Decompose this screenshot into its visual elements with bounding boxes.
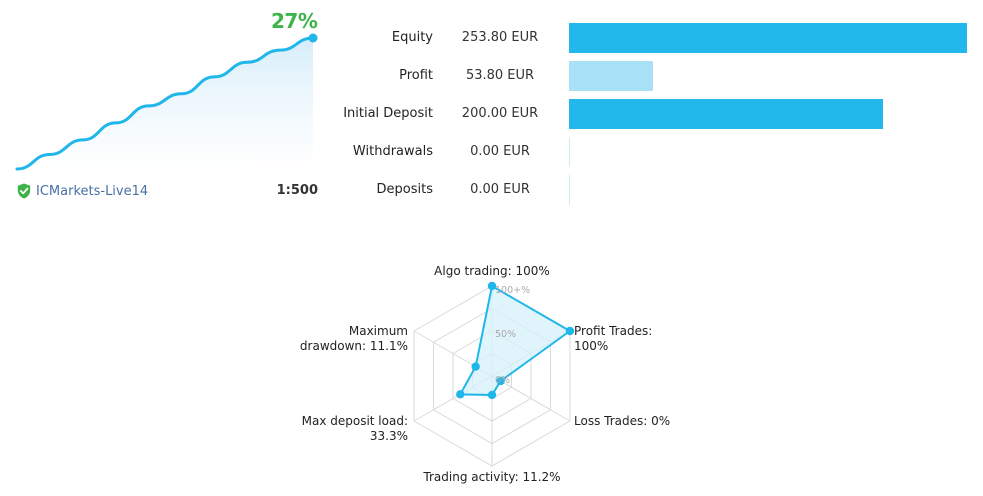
stat-value: 0.00 EUR [470, 144, 530, 159]
stat-value: 53.80 EUR [465, 68, 535, 83]
stat-value: 253.80 EUR [461, 30, 539, 45]
stat-label: Equity [391, 30, 433, 45]
growth-percent: 27% [271, 9, 318, 33]
radar-point [487, 390, 497, 400]
stat-label: Profit [399, 68, 433, 83]
radar-point [487, 281, 497, 291]
radar-axis-label: Algo trading: 100% [434, 264, 550, 278]
stat-row-equity: Equity 253.80 EUR [320, 22, 980, 54]
stat-value: 0.00 EUR [470, 182, 530, 197]
stat-bar [569, 137, 570, 167]
radar-value-area [459, 285, 571, 396]
radar-axis-label: drawdown: 11.1% [300, 339, 408, 353]
radar-scale-label: 0% [495, 375, 510, 386]
growth-area [17, 38, 313, 178]
stat-bar [569, 99, 883, 129]
radar-axis-label: 33.3% [370, 429, 408, 443]
stat-bar [569, 61, 653, 91]
trading-radar-chart: 100+% 50% 0% Algo trading: 100% Profit Trade… [300, 264, 670, 484]
stat-label: Deposits [376, 182, 433, 197]
stat-label: Initial Deposit [343, 106, 433, 121]
radar-point [471, 362, 480, 371]
broker-info[interactable]: ICMarkets-Live14 [17, 182, 148, 200]
stat-row-initial-deposit: Initial Deposit 200.00 EUR [320, 98, 980, 130]
radar-grid-spoke [491, 375, 571, 422]
stat-value: 200.00 EUR [461, 106, 539, 121]
stat-label: Withdrawals [352, 144, 433, 159]
radar-point [456, 390, 465, 399]
radar-axis-label: 100% [574, 339, 608, 353]
growth-end-point [308, 33, 318, 43]
stat-row-deposits: Deposits 0.00 EUR [320, 174, 980, 206]
leverage: 1:500 [276, 183, 318, 198]
stat-row-withdrawals: Withdrawals 0.00 EUR [320, 136, 980, 168]
growth-line [15, 36, 315, 171]
radar-axis-label: Loss Trades: 0% [574, 414, 670, 428]
stat-row-profit: Profit 53.80 EUR [320, 60, 980, 92]
radar-point [496, 376, 505, 386]
radar-axis-label: Max deposit load: [302, 414, 408, 428]
radar-axis-label: Trading activity: 11.2% [422, 470, 560, 484]
stat-bar [569, 23, 967, 53]
shield-check-icon [17, 183, 31, 199]
radar-scale-label: 100+% [495, 285, 530, 296]
radar-axis-label: Maximum [349, 324, 408, 338]
stat-bar [569, 175, 570, 205]
radar-point [565, 326, 575, 336]
radar-axis-label: Profit Trades: [574, 324, 652, 338]
growth-chart [15, 33, 318, 178]
radar-scale-label: 50% [495, 329, 516, 340]
broker-name[interactable]: ICMarkets-Live14 [36, 183, 149, 199]
